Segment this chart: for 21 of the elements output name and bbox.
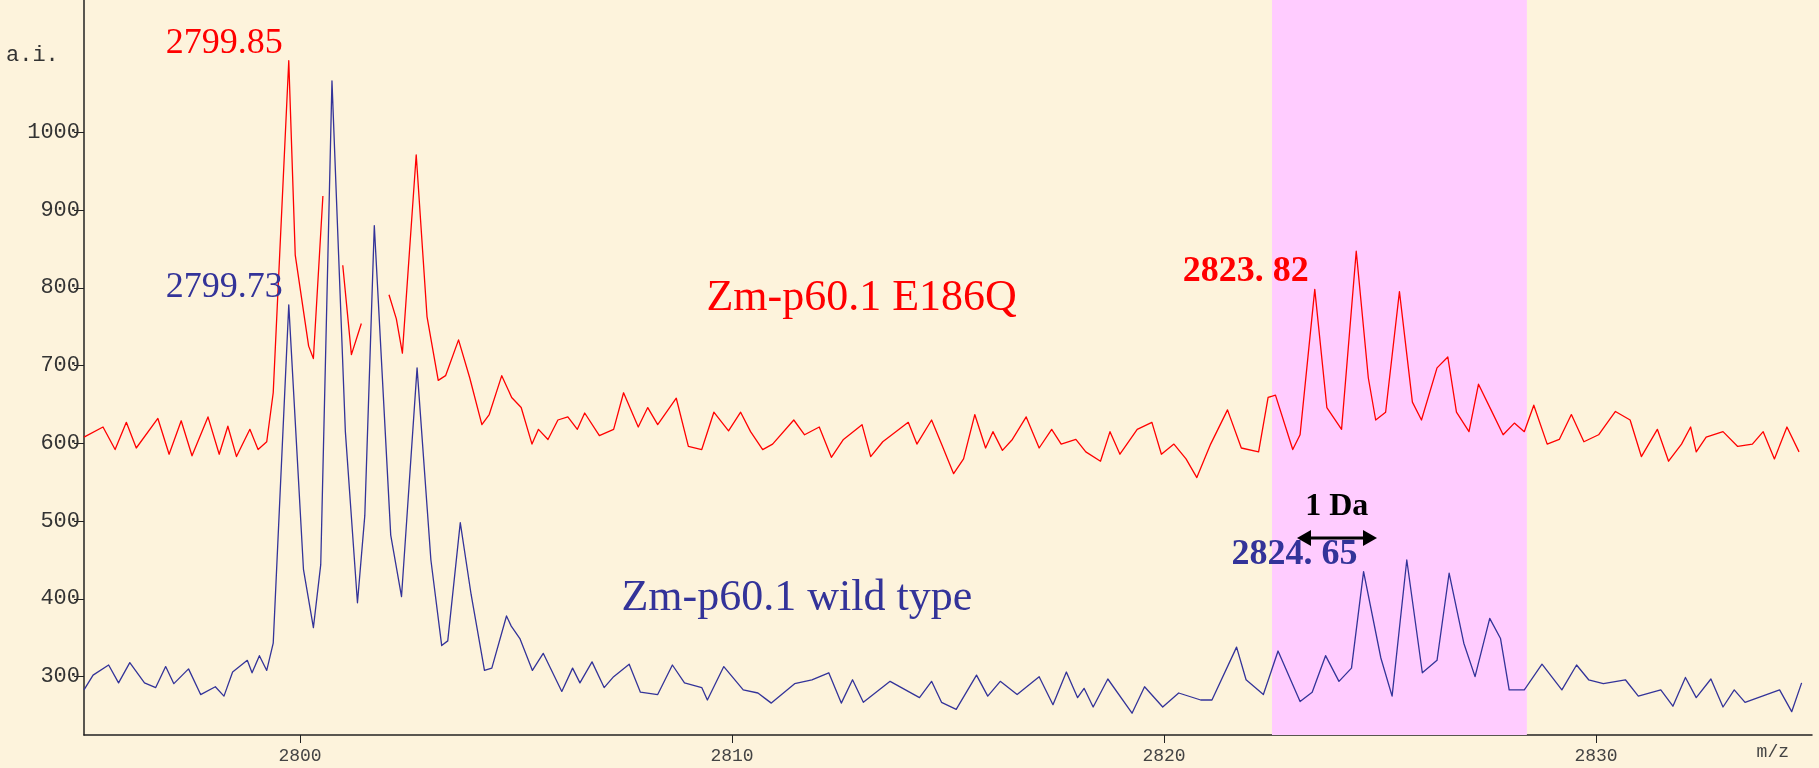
annotation: 2823. 82 [1182,249,1309,290]
y-tick-label: 1000 [27,119,80,145]
y-tick-label: 700 [40,353,80,379]
annotation: 1 Da [1305,486,1369,523]
y-tick-label: 300 [40,664,80,690]
x-axis-title: m/z [1756,742,1789,762]
annotation: 2799.85 [165,20,283,61]
series-label: Zm-p60.1 E186Q [706,271,1018,321]
x-tick-label: 2800 [278,746,322,766]
x-tick-label: 2810 [710,746,754,766]
series-label: Zm-p60.1 wild type [621,570,973,620]
y-axis-title: a.i. [6,42,59,68]
y-tick-label: 800 [40,275,80,301]
x-tick-label: 2830 [1574,746,1618,766]
annotation: 2824. 65 [1231,531,1358,572]
y-tick-label: 500 [40,508,80,534]
y-tick-label: 400 [40,586,80,612]
y-tick-label: 900 [40,197,80,223]
line-series [83,80,1803,714]
y-tick-label: 600 [40,430,80,456]
x-tick-label: 2820 [1142,746,1186,766]
